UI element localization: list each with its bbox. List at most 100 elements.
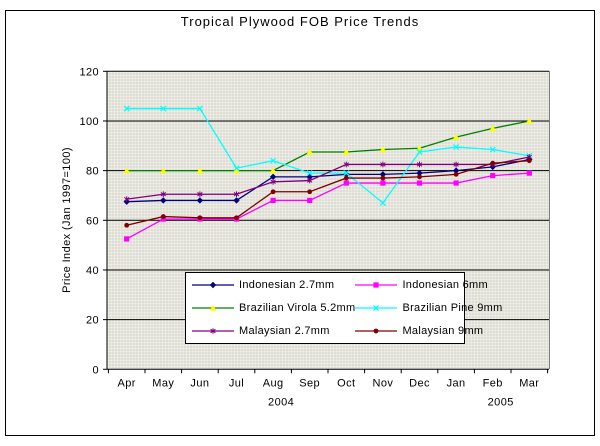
star-marker-icon [380, 161, 386, 168]
triangle-marker-icon [379, 146, 387, 153]
x-tick-label: May [152, 377, 174, 389]
series-line-brazilian-virola-5-2mm [126, 120, 530, 172]
legend-swatch-brazilian-pine-9mm [355, 304, 398, 312]
circle-marker-icon [234, 215, 239, 221]
legend-item-indonesian-6mm: Indonesian 6mm [355, 279, 502, 291]
y-axis-title: Price Index (Jan 1997=100) [61, 147, 73, 293]
x-marker-icon [160, 105, 167, 112]
x-tick-label: Sep [299, 377, 320, 389]
diamond-marker-icon [416, 169, 423, 177]
square-marker-icon [160, 216, 166, 222]
x-marker-icon [379, 199, 386, 206]
circle-marker-icon [380, 175, 386, 181]
x-marker-icon [416, 148, 423, 156]
star-marker-icon [160, 191, 166, 198]
triangle-marker-icon [269, 167, 277, 174]
legend-item-malaysian-2-7mm: Malaysian 2.7mm [192, 325, 355, 337]
series-line-malaysian-2-7mm [126, 156, 530, 200]
triangle-marker-icon [342, 148, 350, 155]
series-line-indonesian-2-7mm [126, 158, 530, 203]
diamond-marker-icon [379, 171, 387, 178]
x-marker-icon [306, 170, 313, 177]
circle-marker-icon [307, 189, 313, 195]
legend-label-indonesian-2-7mm: Indonesian 2.7mm [239, 278, 335, 291]
y-tick-label: 20 [86, 315, 99, 327]
diamond-marker-icon [209, 281, 217, 288]
x-marker-icon [233, 165, 240, 172]
triangle-marker-icon [196, 167, 204, 174]
square-marker-icon [490, 173, 496, 179]
circle-marker-icon [490, 160, 496, 166]
square-marker-icon [526, 170, 532, 176]
circle-marker-icon [343, 175, 349, 181]
x-tick-label: Jan [447, 377, 466, 389]
legend-item-brazilian-virola-5-2mm: Brazilian Virola 5.2mm [192, 302, 355, 314]
circle-marker-icon [270, 189, 276, 195]
square-marker-icon [380, 180, 386, 186]
x-tick-label: Nov [373, 377, 394, 389]
square-marker-icon [373, 282, 380, 288]
x-marker-icon [270, 157, 277, 164]
series-line-indonesian-6mm [126, 172, 530, 240]
triangle-marker-icon [306, 148, 314, 155]
y-tick-label: 0 [92, 364, 99, 376]
legend-swatch-indonesian-2-7mm [192, 281, 234, 288]
star-marker-icon [307, 177, 313, 184]
legend-swatch-malaysian-2-7mm [192, 328, 234, 335]
y-tick-label: 60 [86, 215, 99, 227]
legend-item-brazilian-pine-9mm: Brazilian Pine 9mm [355, 302, 502, 314]
square-marker-icon [343, 180, 349, 186]
x-marker-icon [196, 105, 203, 112]
triangle-marker-icon [159, 167, 167, 174]
diamond-marker-icon [452, 167, 460, 174]
x-marker-icon [453, 144, 460, 151]
x-tick-label: Jul [229, 377, 244, 389]
circle-marker-icon [160, 214, 166, 219]
x-tick-label: Aug [263, 377, 284, 389]
triangle-marker-icon [209, 304, 217, 311]
triangle-marker-icon [525, 117, 533, 124]
triangle-marker-icon [123, 167, 131, 174]
legend: Indonesian 2.7mm Indonesian 6mm Brazilian … [185, 272, 502, 344]
series-line-brazilian-pine-9mm [126, 107, 530, 204]
legend-label-brazilian-pine-9mm: Brazilian Pine 9mm [402, 301, 503, 314]
legend-label-malaysian-9mm: Malaysian 9mm [402, 325, 484, 338]
star-marker-icon [197, 191, 203, 198]
legend-swatch-indonesian-6mm [355, 282, 398, 288]
x-tick-label: Feb [483, 377, 503, 389]
diamond-marker-icon [269, 173, 277, 181]
circle-marker-icon [526, 158, 532, 164]
circle-marker-icon [124, 222, 130, 228]
square-marker-icon [453, 180, 459, 186]
x-marker-icon [123, 105, 130, 112]
x-marker-icon [489, 146, 496, 153]
legend-label-indonesian-6mm: Indonesian 6mm [402, 278, 488, 291]
square-marker-icon [124, 236, 130, 242]
x-tick-label: Oct [337, 377, 355, 389]
star-marker-icon [343, 161, 349, 168]
year-label: 2005 [488, 396, 514, 408]
diamond-marker-icon [233, 197, 240, 204]
star-marker-icon [233, 191, 240, 198]
legend-item-indonesian-2-7mm: Indonesian 2.7mm [192, 279, 355, 291]
diamond-marker-icon [196, 197, 204, 204]
x-marker-icon [343, 170, 350, 177]
x-tick-label: Jun [190, 377, 209, 389]
circle-marker-icon [417, 174, 422, 180]
y-tick-label: 40 [86, 265, 99, 277]
legend-label-malaysian-2-7mm: Malaysian 2.7mm [239, 325, 330, 338]
legend-swatch-brazilian-virola-5-2mm [192, 304, 234, 311]
chart-title: Tropical Plywood FOB Price Trends [180, 14, 420, 29]
square-marker-icon [416, 180, 423, 186]
y-tick-label: 120 [79, 66, 99, 78]
square-marker-icon [270, 197, 276, 204]
x-tick-label: Mar [519, 377, 539, 389]
y-tick-label: 80 [86, 166, 99, 178]
x-marker-icon [373, 304, 380, 312]
legend-item-malaysian-9mm: Malaysian 9mm [355, 325, 502, 337]
legend-label-brazilian-virola-5-2mm: Brazilian Virola 5.2mm [239, 301, 356, 314]
star-marker-icon [210, 328, 216, 335]
x-tick-label: Dec [409, 377, 430, 389]
